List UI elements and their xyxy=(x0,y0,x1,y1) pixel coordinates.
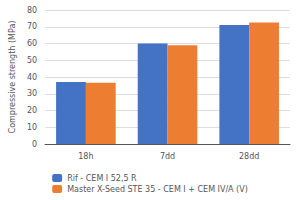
svg-text:40: 40 xyxy=(27,73,37,82)
svg-text:80: 80 xyxy=(27,6,37,15)
svg-text:20: 20 xyxy=(27,106,37,115)
svg-text:7dd: 7dd xyxy=(160,152,175,161)
svg-text:28dd: 28dd xyxy=(239,152,259,161)
svg-text:70: 70 xyxy=(27,22,37,31)
svg-text:0: 0 xyxy=(32,140,37,149)
svg-text:30: 30 xyxy=(27,89,37,98)
svg-text:Compressive strength (MPa): Compressive strength (MPa) xyxy=(8,21,17,134)
svg-text:Rif - CEM I 52,5 R: Rif - CEM I 52,5 R xyxy=(67,174,137,183)
svg-text:10: 10 xyxy=(27,123,37,132)
svg-text:18h: 18h xyxy=(78,152,93,161)
svg-text:Master X-Seed STE 35 - CEM I +: Master X-Seed STE 35 - CEM I + CEM IV/A … xyxy=(67,185,248,194)
svg-text:50: 50 xyxy=(27,56,37,65)
svg-text:60: 60 xyxy=(27,39,37,48)
